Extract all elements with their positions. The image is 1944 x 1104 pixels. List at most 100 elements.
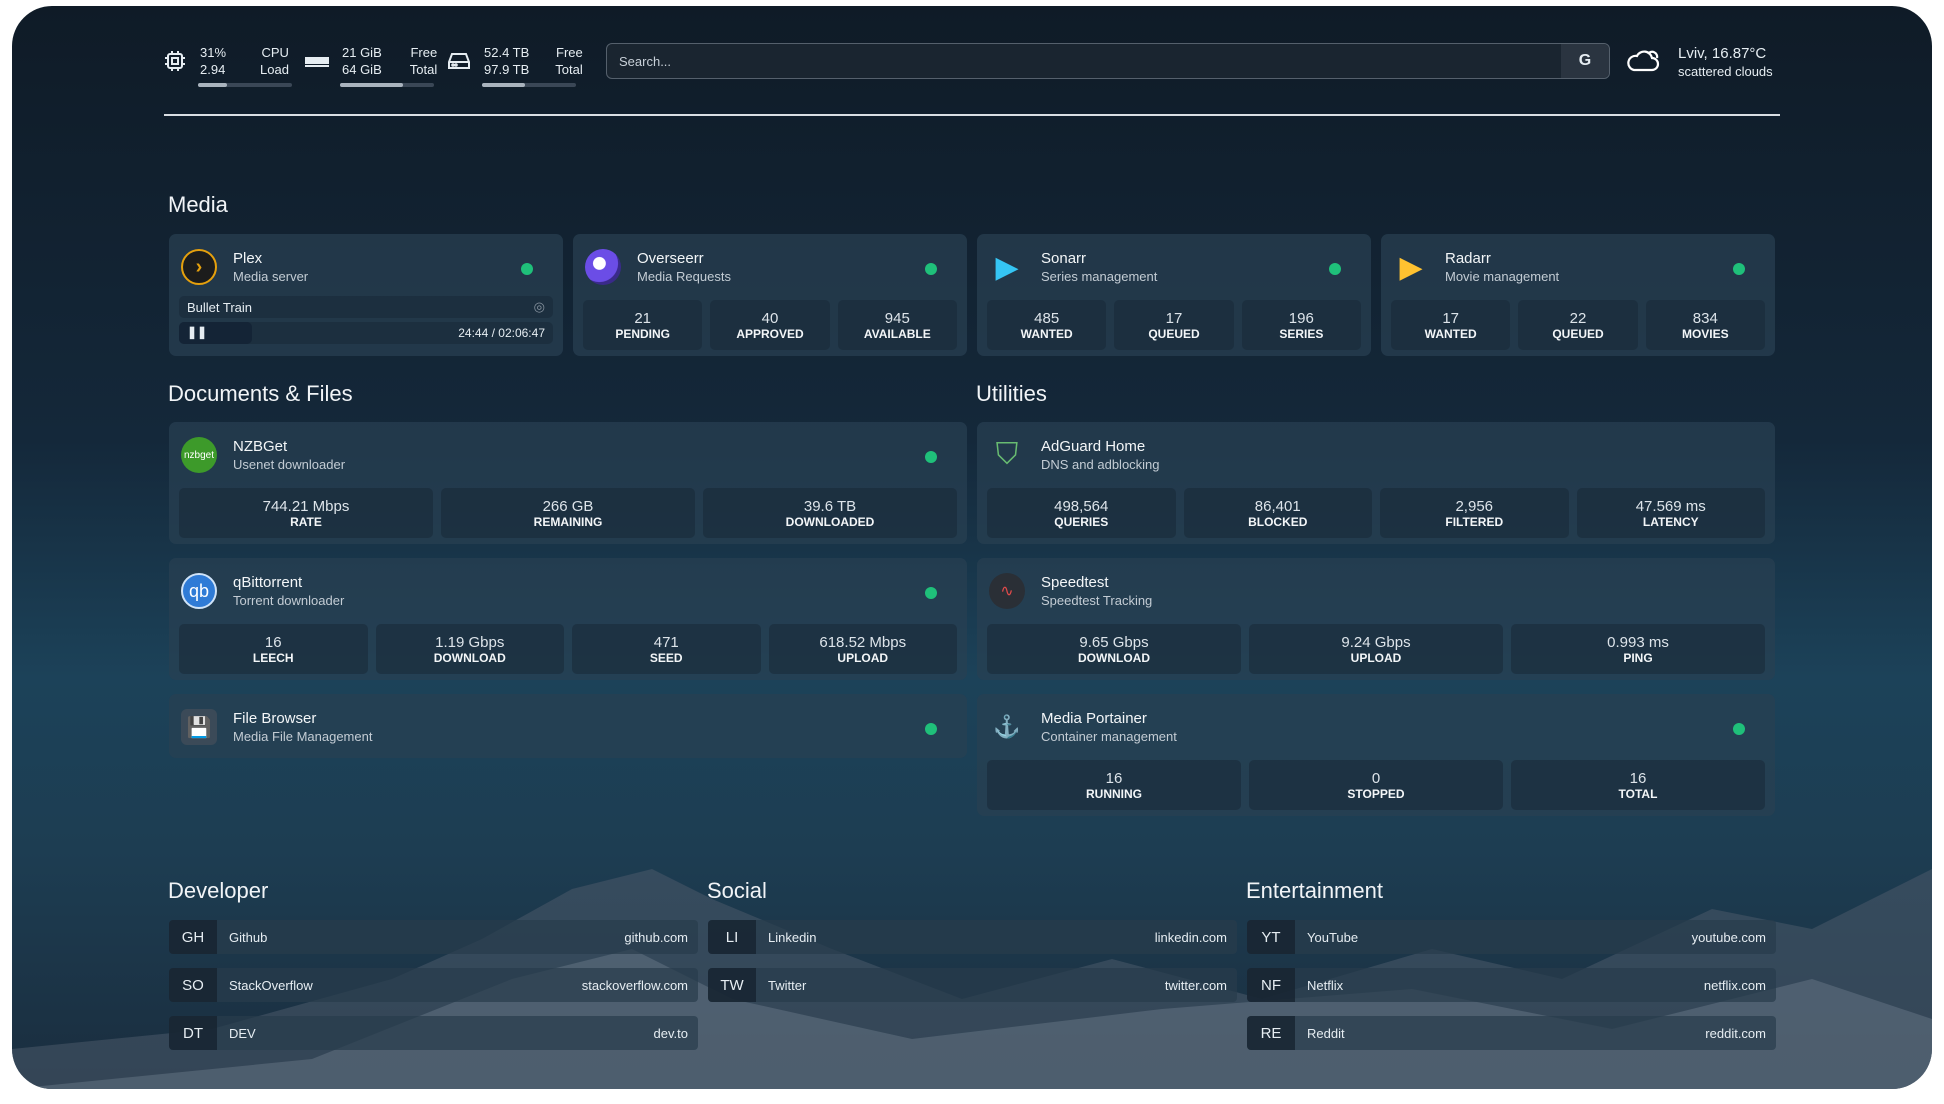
link-stackoverflow[interactable]: SO StackOverflow stackoverflow.com [169,968,698,1002]
stat-box: 945 AVAILABLE [837,300,957,350]
status-online-dot [925,723,937,735]
status-online-dot [1733,723,1745,735]
stat-box: 834 MOVIES [1645,300,1765,350]
service-card-sonarr[interactable]: ▶ Sonarr Series management 485 WANTED 17 QUEUE… [977,234,1371,356]
stat-box: 22 QUEUED [1518,300,1638,350]
free-label: Free [556,45,583,60]
stat-box: 47.569 ms LATENCY [1576,488,1765,538]
section-title-media: Media [168,192,228,217]
stat-box: 266 GB REMAINING [441,488,695,538]
service-subtitle: Usenet downloader [233,457,346,472]
stat-box: 17 WANTED [1391,300,1511,350]
service-card-plex[interactable]: › Plex Media server Bullet Train ◎ ❚❚ 24:44… [169,234,563,356]
stat-value: 834 [1692,309,1718,327]
pause-icon[interactable]: ❚❚ [187,325,208,339]
stat-label: QUEUED [1148,326,1200,341]
load-label: Load [260,62,289,77]
link-name: Reddit [1307,1025,1345,1041]
header-divider [164,114,1780,116]
stat-box: 485 WANTED [987,300,1107,350]
service-title: Radarr [1445,250,1491,267]
google-search-button[interactable]: G [1561,44,1609,78]
stat-label: DOWNLOAD [433,650,506,665]
now-playing: Bullet Train ◎ [179,296,553,318]
stat-value: 485 [1034,309,1060,327]
service-card-nzbget[interactable]: nzbget NZBGet Usenet downloader 744.21 Mbps… [169,422,967,544]
link-abbr: LI [708,920,756,954]
stat-label: REMAINING [533,514,603,529]
link-reddit[interactable]: RE Reddit reddit.com [1247,1016,1776,1050]
service-title: Overseerr [637,250,704,267]
stat-value: 744.21 Mbps [262,497,350,515]
link-dev[interactable]: DT DEV dev.to [169,1016,698,1050]
service-subtitle: Torrent downloader [233,593,345,608]
link-github[interactable]: GH Github github.com [169,920,698,954]
stat-box: 16 RUNNING [987,760,1241,810]
link-name: StackOverflow [229,977,313,993]
stat-value: 9.65 Gbps [1079,633,1149,651]
stat-box: 471 SEED [572,624,761,674]
link-name: Netflix [1307,977,1344,993]
stat-value: 9.24 Gbps [1341,633,1411,651]
nzbget-logo-icon: nzbget [181,437,217,473]
service-card-adguard-home[interactable]: ⛉ AdGuard Home DNS and adblocking 498,564 QU… [977,422,1775,544]
service-title: Sonarr [1041,250,1087,267]
status-online-dot [521,263,533,275]
link-youtube[interactable]: YT YouTube youtube.com [1247,920,1776,954]
stat-value: 471 [653,633,679,651]
cpu-load: 2.94 [200,62,226,77]
stat-label: WANTED [1424,326,1477,341]
link-abbr: RE [1247,1016,1295,1050]
file-browser-logo-icon: 💾 [181,709,217,745]
stat-box: 196 SERIES [1241,300,1361,350]
link-netflix[interactable]: NF Netflix netflix.com [1247,968,1776,1002]
link-url: dev.to [653,1025,688,1041]
link-linkedin[interactable]: LI Linkedin linkedin.com [708,920,1237,954]
link-abbr: TW [708,968,756,1002]
disk-total: 97.9 TB [484,62,530,77]
link-url: linkedin.com [1154,929,1227,945]
stat-label: LEECH [252,650,294,665]
stat-box: 0.993 ms PING [1511,624,1765,674]
stat-box: 2,956 FILTERED [1380,488,1569,538]
link-twitter[interactable]: TW Twitter twitter.com [708,968,1237,1002]
stat-label: RUNNING [1086,786,1142,801]
service-card-media-portainer[interactable]: ⚓ Media Portainer Container management 16 RU… [977,694,1775,816]
stat-box: 16 LEECH [179,624,368,674]
stat-box: 86,401 BLOCKED [1183,488,1372,538]
service-title: qBittorrent [233,574,303,591]
service-subtitle: Movie management [1445,269,1560,284]
link-name: Github [229,929,268,945]
service-card-overseerr[interactable]: Overseerr Media Requests 21 PENDING 40 APPROV… [573,234,967,356]
stat-value: 40 [761,309,779,327]
stat-box: 39.6 TB DOWNLOADED [703,488,957,538]
playback-bar[interactable]: ❚❚ 24:44 / 02:06:47 [179,322,553,344]
service-card-qbittorrent[interactable]: qb qBittorrent Torrent downloader 16 LEECH 1.… [169,558,967,680]
stat-box: 40 APPROVED [710,300,830,350]
service-card-speedtest[interactable]: ∿ Speedtest Speedtest Tracking 9.65 Gbps DOW… [977,558,1775,680]
stat-box: 1.19 Gbps DOWNLOAD [375,624,564,674]
link-name: DEV [229,1025,256,1041]
status-online-dot [925,587,937,599]
cpu-bar [198,83,292,87]
stat-value: 0 [1371,769,1381,787]
stat-value: 47.569 ms [1635,497,1706,515]
disk-stat: 52.4 TB 97.9 TB Free Total [446,44,583,87]
search-bar: Search... G [606,43,1610,79]
search-input[interactable]: Search... [619,53,672,69]
cpu-icon [162,48,188,74]
settings-icon[interactable]: ◎ [533,299,545,314]
now-playing-title: Bullet Train [187,299,253,315]
service-subtitle: Speedtest Tracking [1041,593,1153,608]
stat-label: QUERIES [1054,514,1109,529]
stat-value: 17 [1442,309,1459,327]
status-online-dot [925,451,937,463]
service-card-file-browser[interactable]: 💾 File Browser Media File Management [169,694,967,758]
service-title: File Browser [233,710,317,727]
link-url: netflix.com [1703,977,1766,993]
stat-label: UPLOAD [837,650,889,665]
stat-box: 17 QUEUED [1114,300,1234,350]
service-title: Media Portainer [1041,710,1147,727]
service-card-radarr[interactable]: ▶ Radarr Movie management 17 WANTED 22 QUEUED 8… [1381,234,1775,356]
memory-icon [304,48,330,74]
